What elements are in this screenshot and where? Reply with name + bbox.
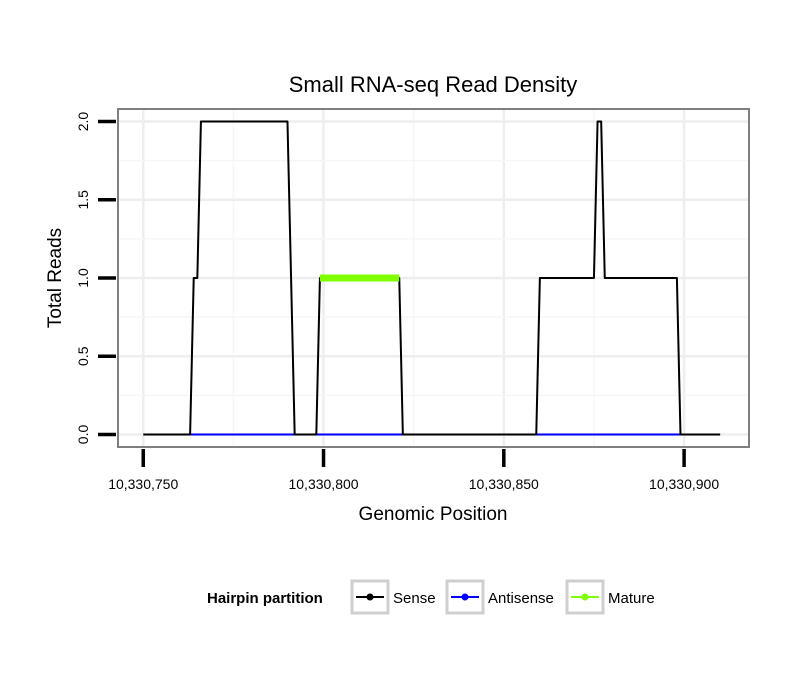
chart-title: Small RNA-seq Read Density (289, 72, 578, 97)
x-tick-label: 10,330,900 (649, 476, 719, 492)
y-tick-label: 1.5 (75, 190, 91, 210)
y-axis: 0.0 0.5 1.0 1.5 2.0 (75, 112, 116, 445)
series-line-sense (143, 120, 721, 436)
y-tick-label: 1.0 (75, 268, 91, 288)
legend-label-sense: Sense (393, 590, 436, 607)
y-tick-label: 0.0 (75, 425, 91, 445)
x-tick-label: 10,330,750 (108, 476, 178, 492)
x-axis-title: Genomic Position (359, 504, 508, 525)
legend-key-dot (461, 593, 469, 601)
legend-title: Hairpin partition (207, 590, 323, 607)
x-tick-label: 10,330,800 (288, 476, 358, 492)
y-axis-title: Total Reads (45, 228, 66, 328)
legend-label-antisense: Antisense (488, 590, 554, 607)
y-tick-label: 0.5 (75, 346, 91, 366)
plot-border (117, 108, 750, 448)
y-tick-label: 2.0 (75, 112, 91, 132)
legend-key-dot (581, 593, 589, 601)
legend-label-mature: Mature (608, 590, 655, 607)
legend: Hairpin partition Sense Antisense Mature (207, 579, 655, 615)
x-tick-label: 10,330,850 (469, 476, 539, 492)
series-layer (143, 120, 721, 436)
x-axis: 10,330,750 10,330,800 10,330,850 10,330,900 (108, 449, 719, 492)
legend-key-dot (366, 593, 374, 601)
